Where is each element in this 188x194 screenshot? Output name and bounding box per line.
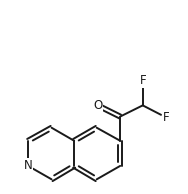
Text: F: F	[163, 111, 170, 124]
Text: O: O	[93, 99, 102, 112]
Text: F: F	[139, 74, 146, 87]
Text: N: N	[24, 159, 33, 172]
